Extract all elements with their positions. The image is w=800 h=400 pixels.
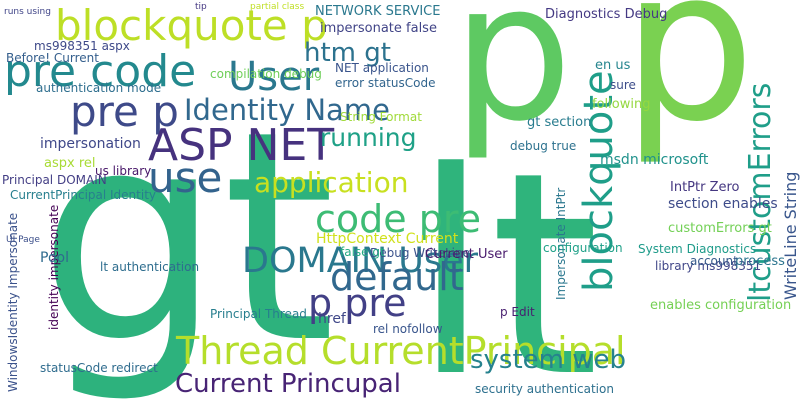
word: UI Page — [6, 235, 40, 245]
word: NET application — [335, 61, 429, 75]
word: runs using — [4, 7, 51, 17]
word: p — [452, 0, 573, 163]
word: gt section — [527, 115, 591, 130]
word: DOMAIN User — [242, 241, 479, 281]
word: sure — [610, 78, 636, 92]
word: us library — [95, 164, 151, 178]
word: WriteLine String — [781, 172, 800, 300]
word: customErrors gt — [668, 221, 772, 236]
word: pre code — [4, 46, 196, 97]
word: WindowsIdentity Impersonate — [6, 213, 20, 392]
word: impersonation — [40, 136, 141, 152]
word: compilation debug — [210, 67, 322, 81]
word: library ms998351 — [655, 259, 761, 273]
word: gt — [38, 70, 336, 400]
word: pre p — [70, 87, 179, 136]
word: lt authentication — [100, 260, 199, 274]
word: Diagnostics Debug — [545, 7, 667, 22]
word: Current Princupal — [175, 369, 401, 399]
word: error statusCode — [335, 76, 435, 90]
word: p — [622, 0, 755, 168]
word: System Diagnostics — [638, 242, 756, 256]
word: ltcustomErrors — [743, 83, 778, 302]
word: href — [318, 311, 347, 327]
word: default — [330, 255, 464, 299]
word: running — [320, 123, 416, 152]
word: blockquote — [576, 70, 622, 292]
word: lt — [412, 113, 600, 400]
word: following — [592, 97, 650, 112]
word: p pre — [308, 281, 407, 325]
word: User — [228, 54, 320, 100]
word: Current User — [425, 247, 508, 262]
word: Pool — [40, 250, 69, 266]
word: HttpContext Current — [316, 231, 459, 247]
word: Impersonate IntPtr — [554, 188, 568, 300]
word: debug true — [510, 139, 576, 153]
word: system web — [470, 345, 626, 375]
word: htm gt — [304, 38, 391, 68]
word: Thread CurrentPrincipal — [175, 329, 626, 373]
word: CurrentPrincipal Identity — [10, 188, 156, 202]
word: ms998351 aspx — [34, 39, 130, 53]
word: aspx rel — [44, 156, 96, 171]
word: section enables — [668, 196, 778, 212]
word: Identity Name — [184, 93, 390, 127]
word: security authentication — [475, 382, 614, 396]
word: configuration — [543, 241, 623, 255]
word: impersonate false — [320, 21, 437, 36]
word: String Format — [340, 110, 422, 124]
word: Before! Current — [6, 51, 99, 65]
word: code pre — [315, 197, 481, 241]
word: rel nofollow — [373, 322, 443, 336]
word: ASP NET — [148, 120, 334, 171]
word: false gt — [340, 245, 385, 259]
word: Principal DOMAIN — [2, 173, 107, 187]
word: statusCode redirect — [40, 361, 158, 375]
word: process — [735, 254, 785, 269]
word: partial class — [250, 2, 304, 12]
word: en us — [595, 58, 631, 73]
word: enables configuration — [650, 298, 791, 313]
word: blockquote p — [55, 1, 328, 50]
word: identity impersonate — [47, 205, 61, 330]
word: msdn microsoft — [600, 152, 709, 168]
word: Principal Thread — [210, 307, 307, 321]
word: account — [690, 254, 738, 268]
word: NETWORK SERVICE — [315, 4, 440, 19]
word: use — [148, 153, 222, 202]
word: application — [254, 166, 408, 199]
word: p Edit — [500, 305, 535, 319]
word: IntPtr Zero — [670, 180, 740, 195]
word: authentication mode — [36, 81, 161, 95]
word: Debug WriteLine — [370, 246, 470, 260]
word: tip — [195, 2, 207, 12]
